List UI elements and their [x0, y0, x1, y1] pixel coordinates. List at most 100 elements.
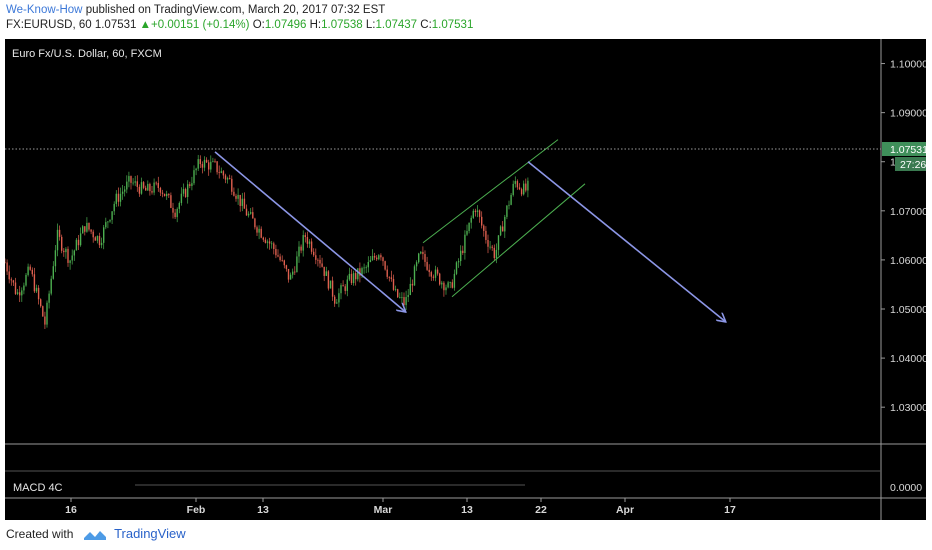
- author-link[interactable]: We-Know-How: [6, 4, 83, 16]
- candle-body: [460, 250, 462, 262]
- candle-body: [231, 178, 233, 192]
- candle-body: [262, 237, 264, 240]
- candle-body: [222, 171, 225, 176]
- candle-body: [342, 285, 344, 287]
- tradingview-brand-link[interactable]: TradingView: [114, 526, 186, 541]
- candle-body: [174, 212, 176, 218]
- candle-body: [243, 198, 246, 209]
- candle-body: [86, 222, 88, 232]
- candle-body: [237, 194, 239, 199]
- candle-body: [466, 230, 468, 235]
- y-tick-label: 1.05000: [890, 304, 926, 316]
- candle-body: [182, 189, 185, 194]
- candle-body: [518, 187, 521, 190]
- candle-body: [308, 241, 311, 244]
- channel-lower-line[interactable]: [451, 183, 586, 298]
- candle-body: [82, 226, 84, 234]
- candle-body: [292, 271, 294, 275]
- candle-body: [153, 182, 155, 193]
- candle-body: [191, 183, 193, 186]
- x-tick-label: Apr: [616, 504, 634, 516]
- candle-body: [65, 248, 67, 253]
- candle-body: [126, 181, 128, 190]
- candle-body: [394, 289, 397, 291]
- candle-body: [197, 159, 199, 169]
- candle-body: [119, 193, 122, 202]
- candle-body: [29, 266, 31, 270]
- candle-body: [348, 273, 351, 280]
- candle-body: [163, 193, 166, 197]
- candle-body: [35, 287, 38, 292]
- candle-body: [468, 222, 470, 231]
- candle-body: [25, 274, 27, 286]
- candle-body: [142, 182, 145, 188]
- candle-body: [208, 162, 210, 170]
- candle-body: [105, 222, 107, 228]
- footer: Created with TradingView: [6, 522, 186, 546]
- publish-line: We-Know-How published on TradingView.com…: [6, 3, 926, 18]
- candle-body: [54, 250, 57, 267]
- candle-body: [239, 194, 241, 206]
- candle-body: [283, 260, 285, 266]
- candle-body: [132, 182, 134, 184]
- candle-body: [10, 279, 12, 281]
- channel-upper-line[interactable]: [422, 139, 559, 244]
- candle-body: [273, 243, 275, 250]
- candle-body: [37, 287, 40, 300]
- candle-body: [166, 193, 168, 197]
- candle-body: [476, 210, 479, 213]
- candle-body: [136, 181, 138, 187]
- candle-body: [380, 255, 382, 258]
- candle-body: [340, 285, 342, 294]
- candle-body: [407, 295, 409, 298]
- candle-body: [258, 228, 260, 233]
- candle-body: [201, 164, 204, 168]
- candle-body: [94, 237, 96, 241]
- candle-body: [516, 181, 519, 188]
- candle-body: [98, 236, 101, 246]
- candle-body: [441, 282, 443, 285]
- candle-body: [71, 255, 73, 261]
- candle-body: [449, 282, 451, 284]
- symbol-label: FX:EURUSD, 60: [6, 19, 92, 31]
- projection-arrow[interactable]: [527, 161, 725, 322]
- candle-body: [266, 241, 269, 243]
- candle-body: [287, 268, 290, 280]
- candle-body: [48, 293, 50, 303]
- price-chart[interactable]: Euro Fx/U.S. Dollar, 60, FXCM MACD 4C 0.…: [5, 39, 926, 520]
- candle-body: [140, 182, 143, 194]
- candle-body: [296, 256, 298, 273]
- candle-body: [506, 205, 508, 217]
- candle-body: [113, 203, 115, 212]
- candle-body: [424, 254, 426, 262]
- candle-body: [487, 239, 489, 247]
- candle-body: [352, 273, 355, 284]
- candle-body: [338, 293, 340, 303]
- close-value: 1.07531: [431, 19, 474, 31]
- candle-body: [52, 266, 54, 279]
- candle-body: [218, 172, 220, 174]
- published-info: published on TradingView.com, March 20, …: [85, 4, 386, 16]
- candle-body: [103, 227, 105, 243]
- last-price: 1.07531: [94, 19, 137, 31]
- candle-body: [499, 226, 502, 236]
- candle-body: [107, 221, 109, 223]
- candle-body: [520, 189, 523, 195]
- candle-body: [462, 250, 464, 253]
- downtrend-arrow[interactable]: [214, 151, 405, 312]
- countdown-tag: [895, 157, 926, 171]
- y-tick-label: 1.06000: [890, 255, 926, 267]
- candle-body: [67, 248, 69, 263]
- candle-body: [31, 269, 33, 275]
- candle-body: [88, 222, 90, 230]
- candle-body: [443, 282, 445, 291]
- time-axis: 16 Feb 13 Mar 13 22 Apr 17: [65, 498, 736, 516]
- y-tick-label: 1.09000: [890, 108, 926, 120]
- countdown-text: 27:26: [900, 159, 926, 171]
- candle-body: [306, 237, 309, 244]
- candle-body: [344, 286, 346, 291]
- x-tick-label: 13: [461, 504, 473, 516]
- candle-body: [418, 253, 420, 263]
- candle-body: [485, 230, 487, 240]
- candle-body: [189, 184, 191, 186]
